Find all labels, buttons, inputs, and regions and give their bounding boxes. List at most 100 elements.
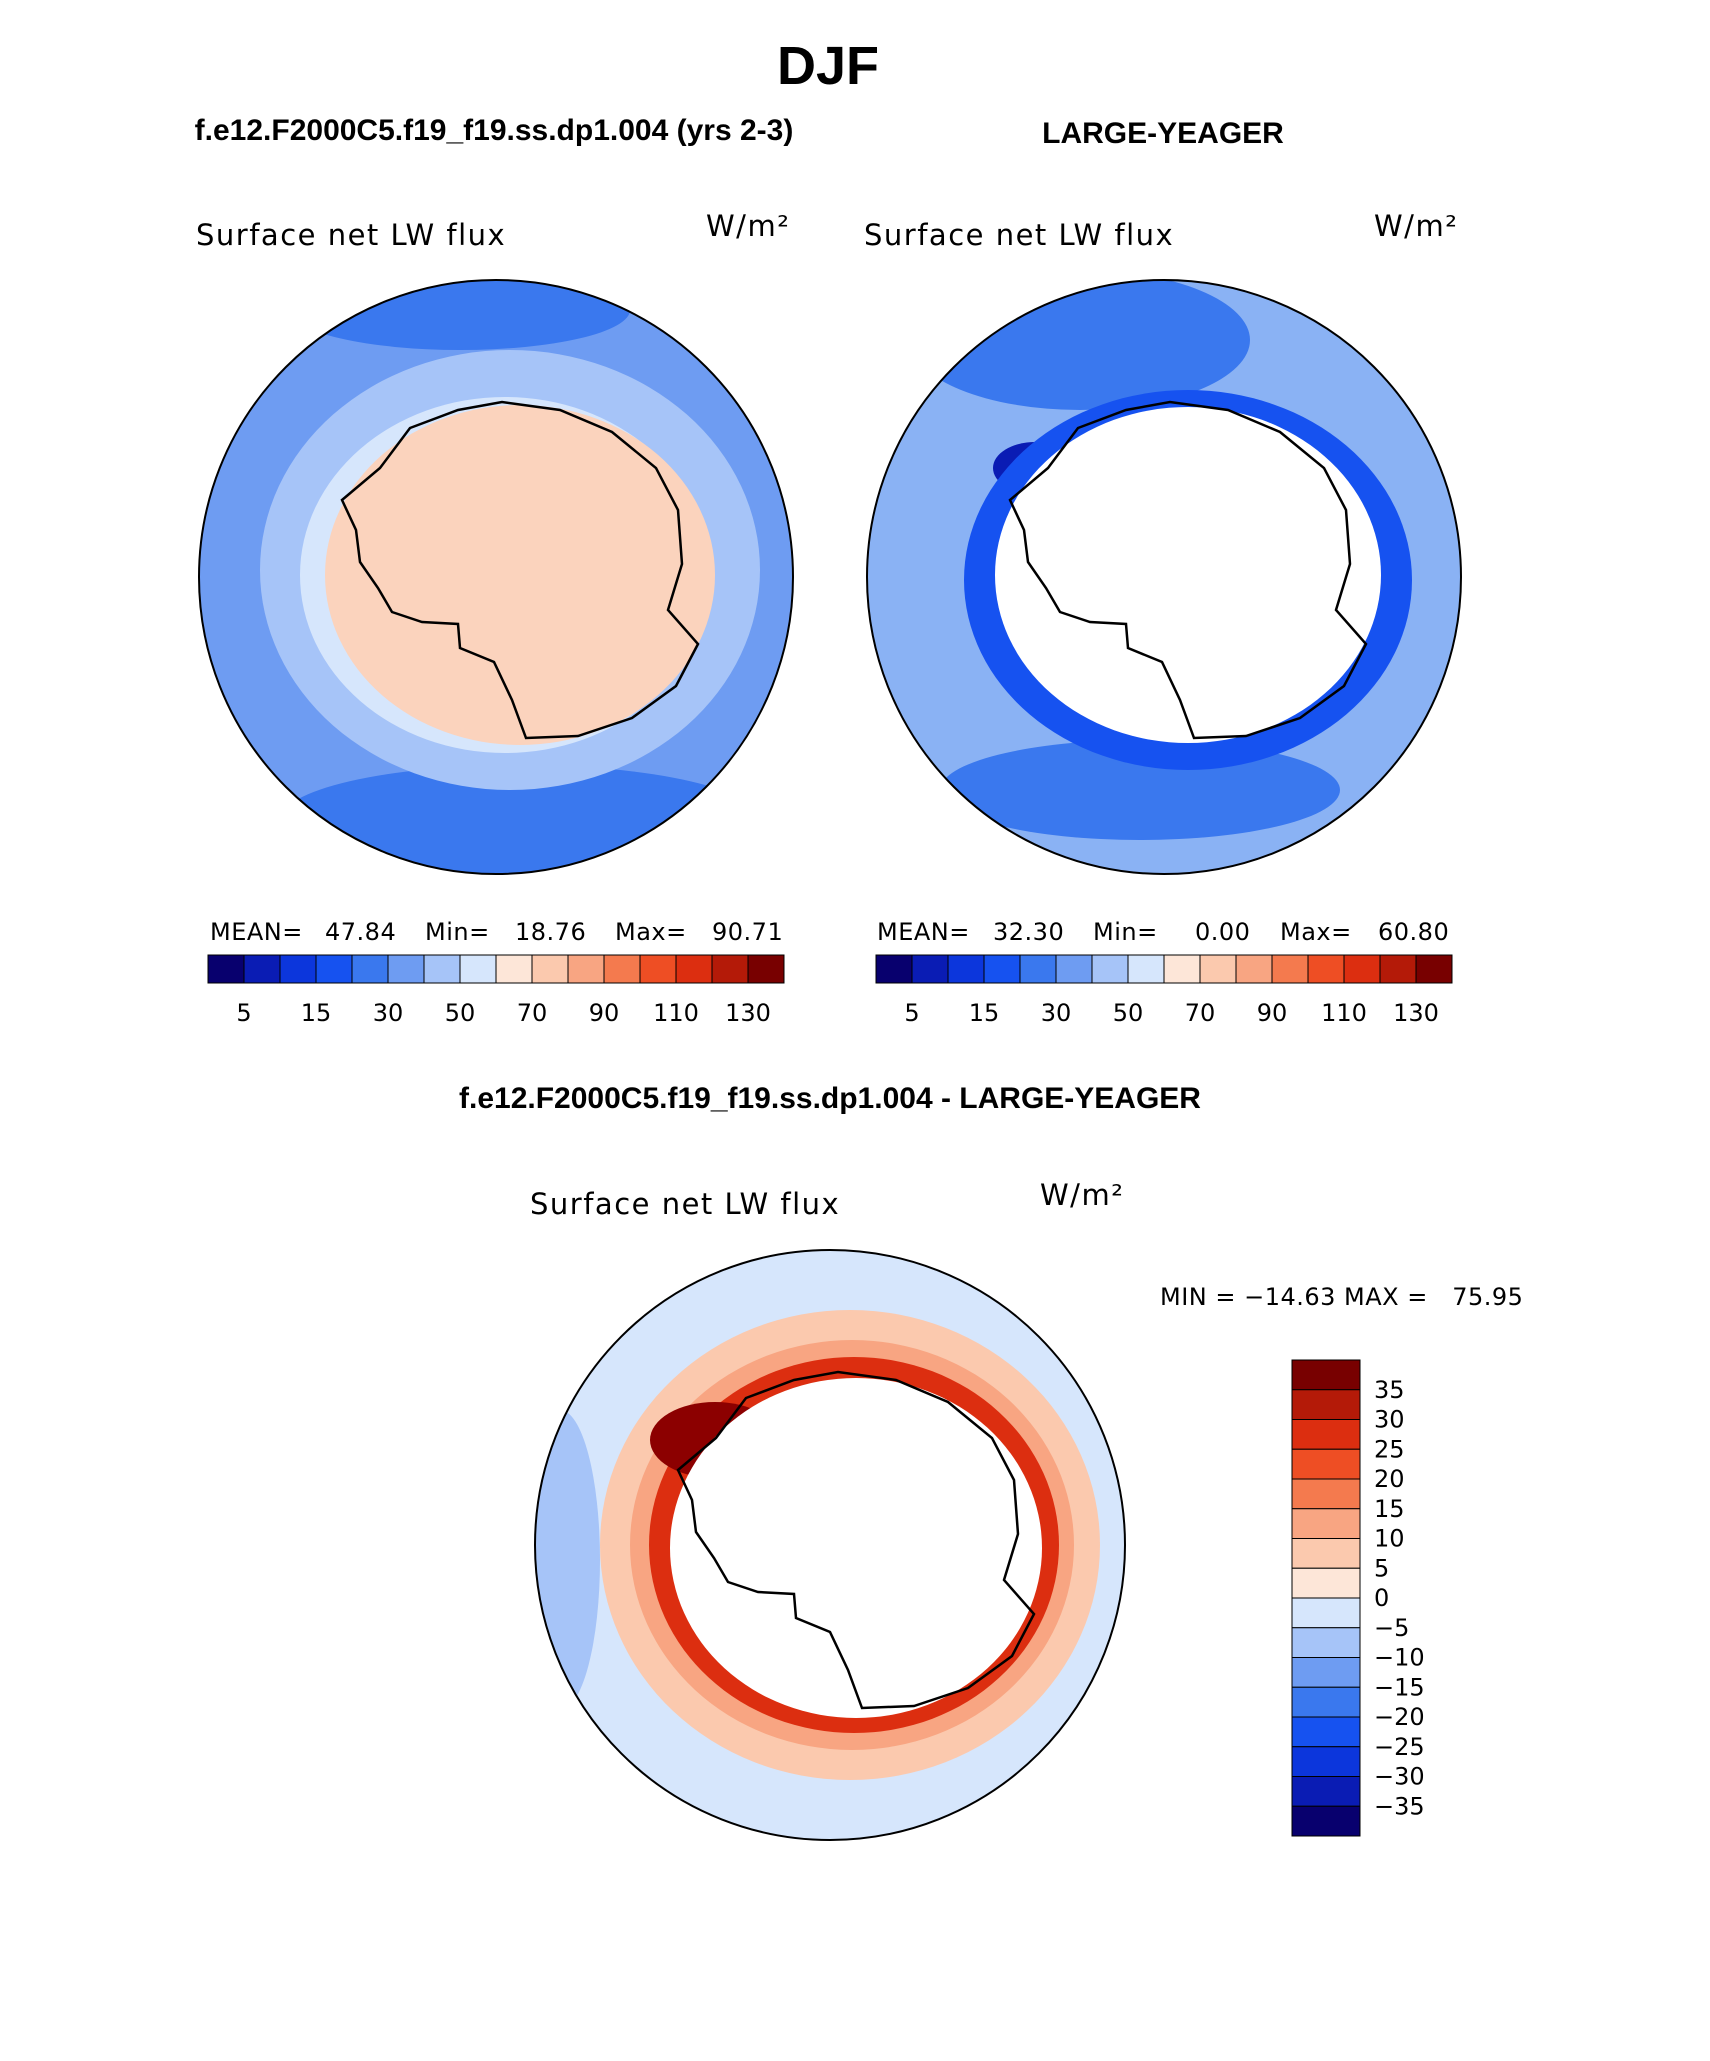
colorbar-swatch xyxy=(1291,1657,1361,1688)
panel-a-units: W/m² xyxy=(706,209,790,243)
colorbar-swatch xyxy=(1127,954,1165,984)
colorbar-swatch xyxy=(1291,1597,1361,1629)
panel-a-mean-label: MEAN= xyxy=(210,918,303,946)
colorbar-swatch xyxy=(1291,1746,1361,1777)
colorbar-tick-label: 130 xyxy=(1393,999,1439,1027)
panel-b-units: W/m² xyxy=(1374,209,1458,243)
colorbar-tick-label: 110 xyxy=(1321,999,1367,1027)
panel-b-mean-label: MEAN= xyxy=(877,918,970,946)
panel-b-stats: MEAN= 32.30 Min= 0.00 Max= 60.80 xyxy=(877,918,1449,946)
colorbar-swatch xyxy=(1199,954,1237,984)
colorbar-swatch xyxy=(1291,1389,1361,1420)
panel-b-dark-band-south xyxy=(940,740,1340,840)
figure-title: DJF xyxy=(777,36,879,96)
colorbar-swatch xyxy=(1291,1478,1361,1510)
colorbar-tick-label: 15 xyxy=(301,999,332,1027)
panel-a-stats: MEAN= 47.84 Min= 18.76 Max= 90.71 xyxy=(210,918,783,946)
colorbar-swatch xyxy=(983,954,1021,984)
colorbar-swatch xyxy=(207,954,245,984)
colorbar-swatch xyxy=(875,954,913,984)
colorbar-swatch xyxy=(1291,1627,1361,1658)
colorbar-swatch xyxy=(567,954,605,984)
colorbar-tick-label: −35 xyxy=(1374,1792,1425,1820)
colorbar-tick-label: 35 xyxy=(1374,1376,1405,1404)
panel-a-title: f.e12.F2000C5.f19_f19.ss.dp1.004 (yrs 2-… xyxy=(195,114,794,147)
colorbar-swatch xyxy=(1291,1776,1361,1807)
colorbar-swatch xyxy=(279,954,317,984)
colorbar-swatch xyxy=(1291,1419,1361,1450)
panel-a-min: 18.76 xyxy=(515,918,586,946)
colorbar-swatch xyxy=(1291,1538,1361,1569)
colorbar-swatch xyxy=(1235,954,1273,984)
panel-b-land-masked xyxy=(995,407,1381,743)
panel-b-title: LARGE-YEAGER xyxy=(1042,117,1284,150)
colorbar-tick-label: 50 xyxy=(1113,999,1144,1027)
panel-b: Surface net LW flux W/m² MEAN= 32.30 Min… xyxy=(864,209,1462,1027)
panel-b-max-label: Max= xyxy=(1280,918,1352,946)
panel-c-units: W/m² xyxy=(1040,1178,1124,1212)
panel-a-mean: 47.84 xyxy=(325,918,396,946)
panel-c-boundary xyxy=(534,1249,1126,1841)
panel-c-land-masked xyxy=(670,1378,1042,1718)
panel-c-label: Surface net LW flux xyxy=(530,1187,840,1221)
colorbar-tick-label: 25 xyxy=(1374,1435,1405,1463)
colorbar-swatch xyxy=(1091,954,1129,984)
panel-b-boundary xyxy=(866,279,1462,875)
colorbar-swatch xyxy=(423,954,461,984)
colorbar-tick-label: 70 xyxy=(517,999,548,1027)
colorbar-swatch xyxy=(531,954,569,984)
colorbar-tick-label: −20 xyxy=(1374,1703,1425,1731)
panel-a-max-label: Max= xyxy=(615,918,687,946)
colorbar-tick-label: 130 xyxy=(725,999,771,1027)
colorbar-tick-label: 0 xyxy=(1374,1584,1389,1612)
colorbar-swatch xyxy=(1415,954,1453,984)
colorbar-swatch xyxy=(947,954,985,984)
colorbar-tick-label: −15 xyxy=(1374,1673,1425,1701)
panel-a-max: 90.71 xyxy=(712,918,783,946)
colorbar-tick-label: −10 xyxy=(1374,1644,1425,1672)
colorbar-swatch xyxy=(1291,1508,1361,1539)
panel-b-mean: 32.30 xyxy=(993,918,1064,946)
panel-a-map xyxy=(199,280,793,874)
panel-a-label: Surface net LW flux xyxy=(196,218,506,252)
colorbar-tick-label: 15 xyxy=(969,999,1000,1027)
colorbar-swatch xyxy=(495,954,533,984)
colorbar-tick-label: 90 xyxy=(1257,999,1288,1027)
colorbar-swatch xyxy=(1291,1716,1361,1748)
colorbar-swatch xyxy=(243,954,281,984)
panel-a: Surface net LW flux W/m² MEAN= 47.84 Min… xyxy=(196,209,794,1027)
colorbar-tick-label: 110 xyxy=(653,999,699,1027)
colorbar-swatch xyxy=(1343,954,1381,984)
colorbar-swatch xyxy=(603,954,641,984)
colorbar-swatch xyxy=(711,954,749,984)
colorbar-swatch xyxy=(1379,954,1417,984)
colorbar-swatch xyxy=(1055,954,1093,984)
colorbar-swatch xyxy=(1291,1805,1361,1837)
colorbar-tick-label: 70 xyxy=(1185,999,1216,1027)
colorbar-swatch xyxy=(911,954,949,984)
colorbar-swatch xyxy=(1291,1567,1361,1599)
colorbar-tick-label: 5 xyxy=(236,999,251,1027)
colorbar-tick-label: 20 xyxy=(1374,1465,1405,1493)
panel-b-max: 60.80 xyxy=(1378,918,1449,946)
colorbar-swatch xyxy=(1291,1448,1361,1480)
colorbar-tick-label: 15 xyxy=(1374,1495,1405,1523)
panel-b-map xyxy=(867,280,1461,874)
colorbar-swatch xyxy=(639,954,677,984)
colorbar-swatch xyxy=(1163,954,1201,984)
colorbar-tick-label: 5 xyxy=(1374,1554,1389,1582)
colorbar-tick-label: 30 xyxy=(373,999,404,1027)
panel-b-label: Surface net LW flux xyxy=(864,218,1174,252)
colorbar-swatch xyxy=(1271,954,1309,984)
colorbar-tick-label: 30 xyxy=(1041,999,1072,1027)
colorbar-tick-label: −5 xyxy=(1374,1614,1409,1642)
colorbar-swatch xyxy=(1019,954,1057,984)
colorbar-tick-label: 90 xyxy=(589,999,620,1027)
colorbar-swatch xyxy=(747,954,785,984)
panel-c-title: f.e12.F2000C5.f19_f19.ss.dp1.004 - LARGE… xyxy=(459,1082,1201,1115)
colorbar-tick-label: 50 xyxy=(445,999,476,1027)
colorbar-swatch xyxy=(675,954,713,984)
colorbar-tick-label: −25 xyxy=(1374,1733,1425,1761)
